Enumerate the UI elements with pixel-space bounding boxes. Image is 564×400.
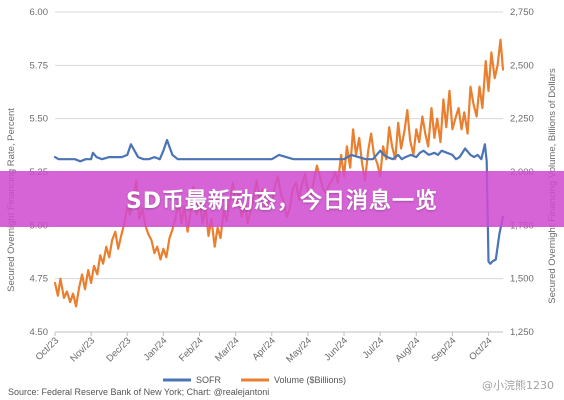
y2-tick-label: 2,250 [510,114,534,125]
title-banner: SD币最新动态，今日消息一览 [0,171,564,227]
y2-tick-label: 2,750 [510,7,534,18]
legend-volume-label: Volume ($Billions) [274,375,346,385]
y2-tick-label: 1,250 [510,327,534,338]
y-tick-label: 4.50 [30,327,49,338]
x-tick-label: Sep/24 [429,335,458,364]
x-axis-ticks: Oct/23 Nov/23 Dec/23 Jan/24 Feb/24 Mar/24 Apr/… [34,335,495,365]
x-tick-label: Oct/24 [467,335,495,363]
x-tick-label: Jun/24 [322,335,350,363]
banner-title: SD币最新动态，今日消息一览 [125,189,439,214]
x-tick-label: Apr/24 [250,335,278,363]
x-tick-label: Dec/23 [104,335,133,364]
x-tick-label: Mar/24 [213,335,242,364]
sofr-series-line [53,138,505,265]
y-tick-label: 4.75 [30,274,49,285]
x-tick-label: Jul/24 [361,335,387,361]
x-tick-label: Jan/24 [142,335,170,363]
legend-sofr-label: SOFR [196,375,222,385]
y-tick-label: 6.00 [30,7,49,18]
legend: SOFR Volume ($Billions) [163,375,346,385]
x-tick-label: Feb/24 [177,335,206,364]
y-tick-label: 5.75 [30,60,49,71]
source-note: Source: Federal Reserve Bank of New York… [8,387,269,397]
x-tick-label: Aug/24 [393,335,422,364]
x-tick-label: May/24 [284,335,314,365]
x-tick-label: Oct/23 [34,335,62,363]
y2-tick-label: 2,500 [510,60,534,71]
y2-tick-label: 1,500 [510,274,534,285]
y-tick-label: 5.50 [30,114,49,125]
x-tick-label: Nov/23 [68,335,97,364]
watermark: @小浣熊1230 [482,379,554,392]
